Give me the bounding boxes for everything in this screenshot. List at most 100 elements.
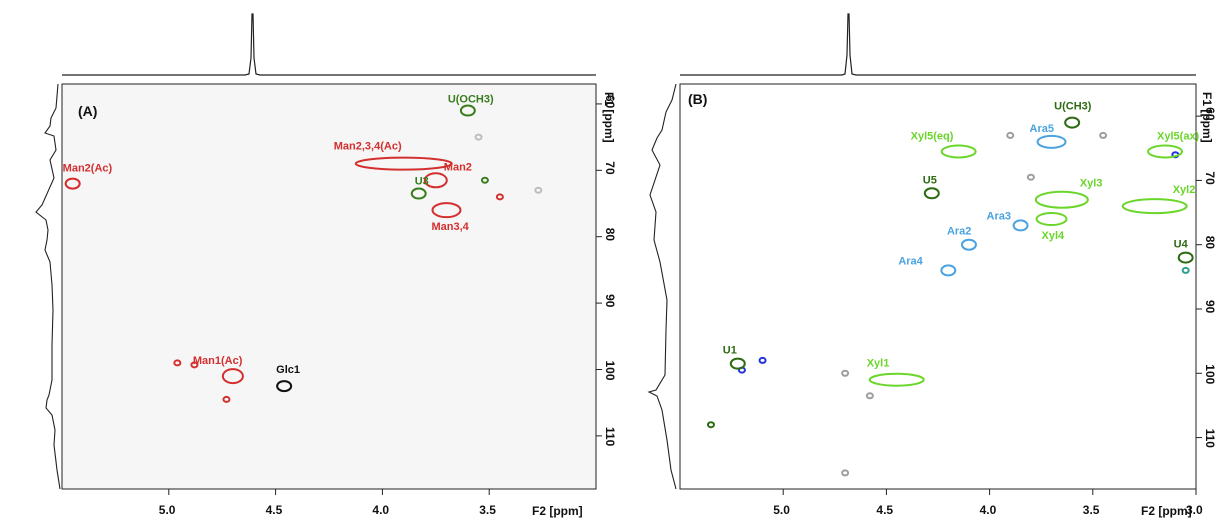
panel-b-label: (B)	[688, 91, 707, 107]
panel-b-x-tick-label: 4.5	[876, 503, 893, 517]
panel-b-x-tick-label: 5.0	[773, 503, 790, 517]
panel-b-peak-label: Xyl5(eq)	[911, 131, 954, 143]
panel-a-peak-contour	[64, 177, 81, 190]
panel-b: (B) F2 [ppm] F1 [ppm] 5.0 4.5 4.0 3.5 3.0 60…	[647, 13, 1217, 518]
panel-a-y-tick-label: 70	[603, 161, 617, 175]
panel-b-peak-contour	[1121, 198, 1188, 215]
panel-b-peak-label: Ara5	[1030, 123, 1054, 135]
panel-b-peak-contour	[1147, 144, 1184, 159]
panel-a-peak-contour	[276, 380, 293, 393]
panel-a-x-tick-label: 4.0	[372, 503, 389, 517]
panel-a-x-tick-label: 3.5	[479, 503, 496, 517]
panel-b-peak-label: U1	[723, 345, 737, 357]
panel-a-unlabeled-peak	[190, 361, 199, 369]
panel-b-peak-label: Xyl2	[1173, 184, 1196, 196]
panel-b-peak-contour	[940, 144, 977, 159]
panel-a-ylabel: F1 [ppm]	[602, 92, 616, 143]
panel-a-peak-label: Man1(Ac)	[193, 355, 243, 367]
panel-a-plot-area	[61, 83, 597, 490]
panel-a-peaks: U(OCH3) Man2(Ac) Man2,3,4(Ac) Man2 U3 Man3,4 M…	[63, 94, 543, 403]
panel-b-y-tick-label: 100	[1203, 364, 1217, 384]
panel-b-peak-label: Ara4	[898, 255, 923, 267]
panel-b-f2-projection	[680, 13, 1196, 76]
panel-a-f1-projection	[35, 83, 61, 490]
panel-b-peak-label: Ara2	[947, 226, 971, 238]
panel-b-peak-contour	[1177, 251, 1194, 264]
panel-a-y-tick-label: 90	[603, 294, 617, 308]
panel-a-x-ticks: 5.0 4.5 4.0 3.5	[159, 489, 496, 517]
panel-a-peak-label: Man3,4	[431, 221, 469, 233]
panel-a-peak-label: Glc1	[276, 364, 300, 376]
panel-a-peak-label: Man2(Ac)	[63, 163, 113, 175]
panel-b-peak-contour	[923, 187, 940, 200]
panel-a-y-ticks: 60 70 80 90 100 110	[596, 95, 617, 447]
panel-b-ylabel: F1 [ppm]	[1200, 92, 1214, 143]
panel-a-unlabeled-peak	[480, 176, 489, 184]
panel-b-peak-contour	[960, 238, 977, 251]
panel-b-peak-contour	[1036, 134, 1067, 149]
panel-b-peak-contour	[1035, 212, 1068, 226]
panel-b-peak-contour	[1012, 219, 1029, 232]
panel-b-y-tick-label: 60	[1203, 107, 1217, 121]
panel-a-unlabeled-peak	[222, 395, 231, 403]
panel-b-unlabeled-peak	[758, 356, 767, 364]
panel-a-y-tick-label: 80	[603, 228, 617, 242]
panel-b-y-tick-label: 80	[1203, 236, 1217, 250]
panel-a-peak-label: Man2	[444, 161, 472, 173]
panel-a-unlabeled-peak	[534, 186, 543, 194]
panel-a-peak-contour	[221, 368, 244, 385]
panel-a-unlabeled-peak	[474, 133, 483, 141]
panel-a-peak-contour	[431, 202, 462, 219]
panel-b-peak-contour	[1064, 116, 1081, 129]
panel-a-x-tick-label: 4.5	[266, 503, 283, 517]
panel-a-y-tick-label: 110	[603, 427, 617, 447]
panel-a-unlabeled-peak	[495, 193, 504, 201]
panel-b-unlabeled-peak	[841, 369, 850, 377]
panel-b-peak-contour	[940, 264, 957, 277]
panel-b-peak-label: U5	[923, 174, 937, 186]
panel-b-y-tick-label: 90	[1203, 300, 1217, 314]
panel-b-unlabeled-peak	[1181, 266, 1190, 274]
panel-b-x-ticks: 5.0 4.5 4.0 3.5 3.0	[773, 489, 1203, 517]
panel-b-x-tick-label: 3.0	[1186, 503, 1203, 517]
panel-b-peak-label: U(CH3)	[1054, 101, 1092, 113]
panel-a-f2-projection	[62, 13, 596, 76]
panel-b-peak-label: Ara3	[987, 210, 1011, 222]
panel-b-unlabeled-peak	[1026, 173, 1035, 181]
panel-a-peak-contour	[459, 104, 476, 117]
panel-a-peak-label: U(OCH3)	[448, 94, 494, 106]
panel-a-peak-label: U3	[415, 176, 429, 188]
panel-b-peak-contour	[1034, 190, 1089, 209]
panel-a-x-tick-label: 5.0	[159, 503, 176, 517]
panel-a: (A) F2 [ppm] F1 [ppm] 5.0 4.5 4.0 3.5 60 70 8…	[35, 13, 617, 518]
panel-a-y-tick-label: 100	[603, 360, 617, 380]
panel-b-peak-label: U4	[1174, 239, 1189, 251]
panel-b-y-ticks: 60 70 80 90 100 110	[1196, 107, 1217, 448]
panel-a-peak-label: Man2,3,4(Ac)	[334, 141, 402, 153]
panel-b-plot-area	[679, 83, 1197, 490]
panel-b-unlabeled-peak	[1099, 131, 1108, 139]
panel-b-f1-projection	[647, 83, 677, 490]
panel-a-peak-contour	[423, 172, 448, 189]
panel-a-unlabeled-peak	[173, 359, 182, 367]
panel-a-y-tick-label: 60	[603, 95, 617, 109]
panel-b-xlabel: F2 [ppm]	[1141, 504, 1192, 518]
panel-a-peak-contour	[354, 156, 453, 171]
panel-b-peaks: U(CH3)Ara5 Xyl5(eq) Xyl5(ax) Xyl3 Xyl2 U5 Ara3…	[706, 101, 1200, 477]
panel-b-y-tick-label: 70	[1203, 171, 1217, 185]
panel-b-peak-contour	[729, 357, 746, 370]
panel-b-peak-label: Xyl5(ax)	[1157, 131, 1200, 143]
panel-b-peak-label: Xyl4	[1042, 230, 1066, 242]
panel-a-label: (A)	[78, 103, 97, 119]
panel-b-x-tick-label: 4.0	[980, 503, 997, 517]
panel-b-peak-contour	[868, 372, 925, 387]
panel-b-peak-label: Xyl1	[867, 358, 890, 370]
panel-b-unlabeled-peak	[865, 392, 874, 400]
panel-b-peak-label: Xyl3	[1080, 178, 1103, 190]
panel-b-unlabeled-peak	[1006, 131, 1015, 139]
panel-b-y-tick-label: 110	[1203, 429, 1217, 449]
panel-a-xlabel: F2 [ppm]	[532, 504, 583, 518]
panel-a-peak-contour	[410, 187, 427, 200]
panel-b-x-tick-label: 3.5	[1083, 503, 1100, 517]
